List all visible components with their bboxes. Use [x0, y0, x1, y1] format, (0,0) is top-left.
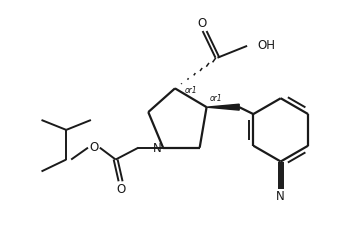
Text: or1: or1: [210, 94, 222, 103]
Text: O: O: [116, 183, 125, 196]
Polygon shape: [207, 104, 239, 110]
Text: N: N: [153, 142, 161, 155]
Text: or1: or1: [185, 86, 197, 95]
Text: O: O: [197, 17, 206, 30]
Text: OH: OH: [257, 39, 275, 52]
Text: N: N: [276, 190, 285, 203]
Text: O: O: [89, 141, 98, 154]
